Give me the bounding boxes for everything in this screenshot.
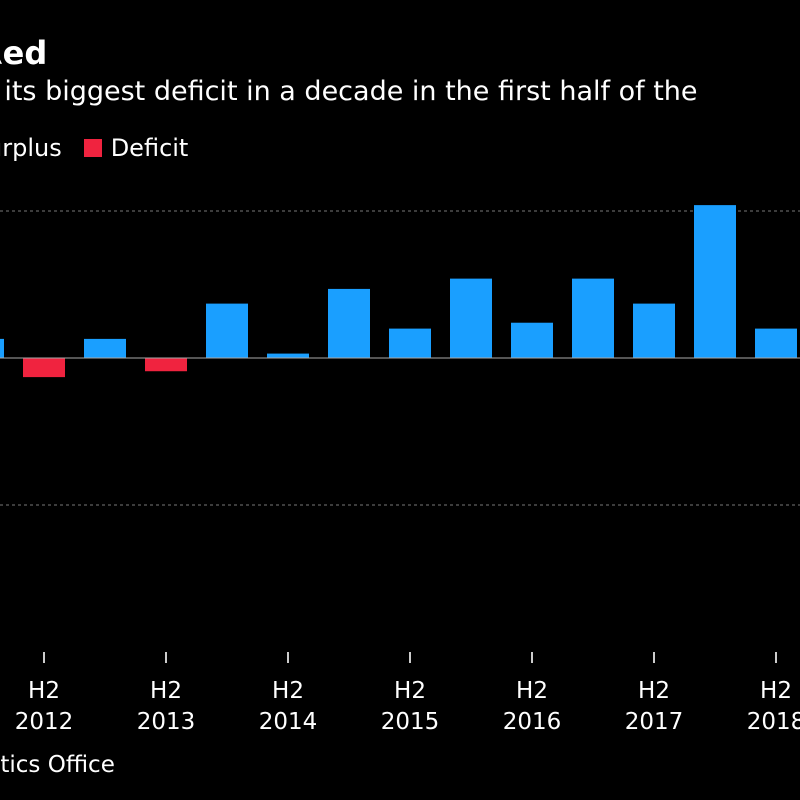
legend-swatch-deficit [83, 139, 102, 157]
bar-h2-2013 [145, 358, 187, 372]
bar-h1-2015 [328, 288, 370, 358]
x-tick-label-half-h2-2013: H2 [150, 678, 182, 704]
x-tick-label-year-h2-2018: 2018 [747, 709, 800, 735]
legend-item-surplus: urplus [0, 134, 62, 162]
x-tick-label-year-h2-2013: 2013 [137, 709, 196, 735]
bar-h1-2014 [206, 303, 248, 358]
legend-label-deficit: Deficit [110, 134, 189, 162]
x-tick-label-half-h2-2017: H2 [638, 678, 670, 704]
x-tick-label-year-h2-2017: 2017 [625, 709, 684, 735]
bar-h1-2018 [694, 205, 736, 358]
x-tick-label-year-h2-2014: 2014 [259, 709, 318, 735]
bar-h1-2016 [450, 278, 492, 358]
x-tick-label-half-h2-2012: H2 [28, 678, 60, 704]
legend-item-deficit: Deficit [83, 134, 189, 162]
bar-h1-2012 [0, 338, 4, 358]
chart-subtitle: ed its biggest deficit in a decade in th… [0, 76, 698, 107]
legend-label-surplus: urplus [0, 134, 62, 162]
x-tick-label-half-h2-2016: H2 [516, 678, 548, 704]
x-tick-label-half-h2-2018: H2 [760, 678, 792, 704]
x-tick-label-half-h2-2015: H2 [394, 678, 426, 704]
source-note: istics Office [0, 752, 115, 778]
bar-h2-2018 [755, 328, 797, 358]
x-tick-label-half-h2-2014: H2 [272, 678, 304, 704]
bar-h2-2014 [267, 353, 309, 358]
bar-h2-2017 [633, 303, 675, 358]
x-tick-label-year-h2-2015: 2015 [381, 709, 440, 735]
x-tick-label-year-h2-2012: 2012 [15, 709, 74, 735]
bar-h1-2013 [84, 338, 126, 358]
bar-h1-2017 [572, 278, 614, 358]
chart-title: Red [0, 34, 48, 72]
bar-h2-2016 [511, 322, 553, 358]
legend: urplus Deficit [0, 134, 210, 162]
x-tick-label-year-h2-2016: 2016 [503, 709, 562, 735]
bar-h2-2015 [389, 328, 431, 358]
bar-h2-2012 [23, 358, 65, 378]
